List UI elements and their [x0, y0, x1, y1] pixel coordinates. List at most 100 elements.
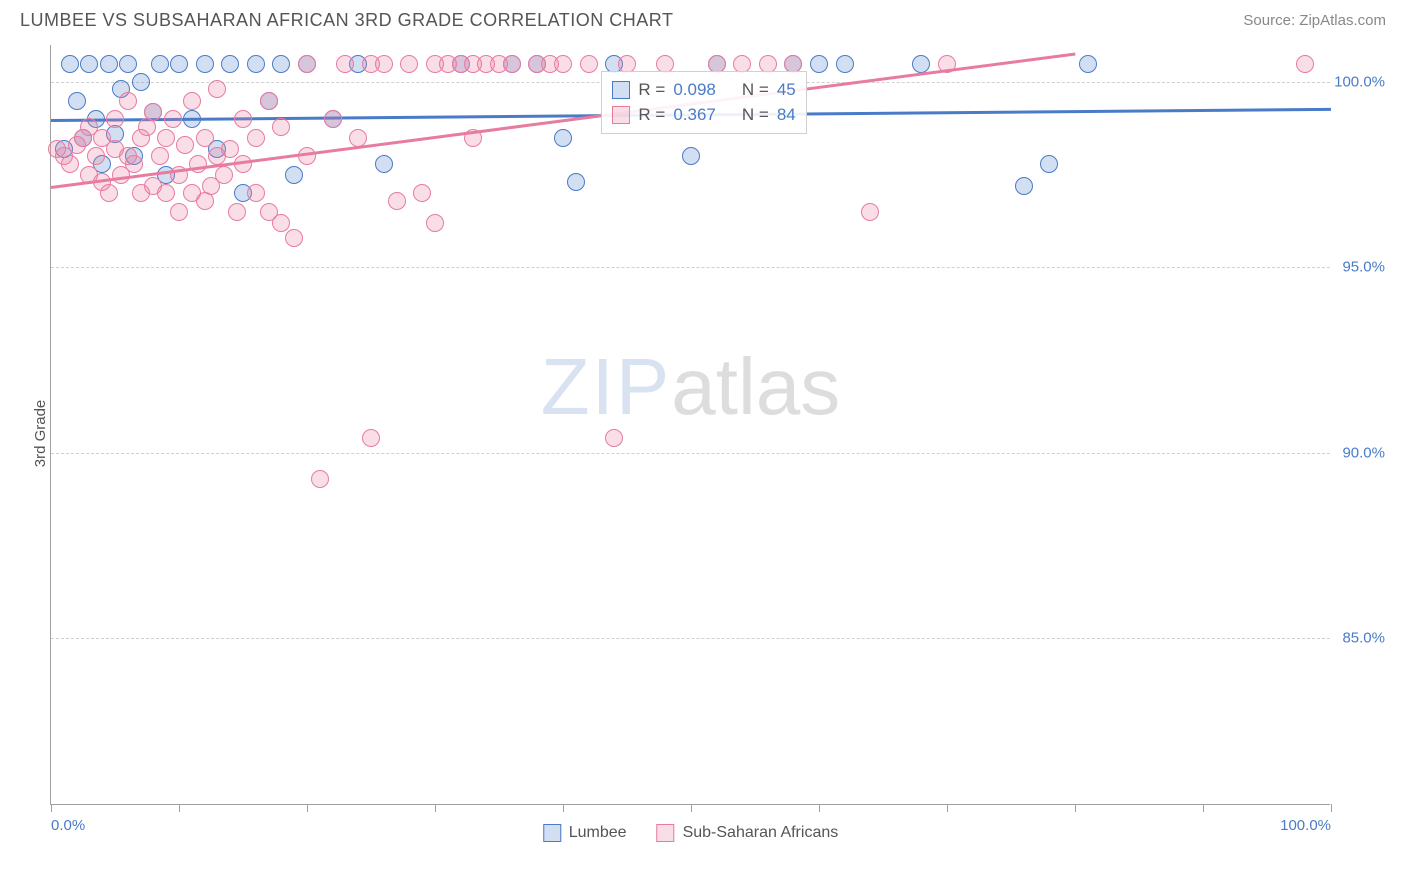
x-tick [563, 804, 564, 812]
legend-swatch [657, 824, 675, 842]
legend-swatch [543, 824, 561, 842]
watermark-zip: ZIP [541, 342, 671, 431]
scatter-point [151, 147, 169, 165]
watermark: ZIPatlas [541, 341, 840, 433]
scatter-point [580, 55, 598, 73]
n-value: 84 [777, 102, 796, 128]
x-tick [1075, 804, 1076, 812]
scatter-point [426, 214, 444, 232]
x-tick [947, 804, 948, 812]
scatter-point [157, 129, 175, 147]
scatter-point [260, 92, 278, 110]
bottom-legend: Lumbee Sub-Saharan Africans [543, 824, 838, 842]
stats-legend-row: R = 0.367 N = 84 [612, 102, 795, 128]
scatter-point [1079, 55, 1097, 73]
legend-label: Lumbee [569, 824, 627, 842]
scatter-point [119, 92, 137, 110]
scatter-point [324, 110, 342, 128]
scatter-point [413, 184, 431, 202]
scatter-point [80, 55, 98, 73]
scatter-point [87, 147, 105, 165]
legend-swatch [612, 81, 630, 99]
scatter-point [234, 110, 252, 128]
scatter-point [183, 92, 201, 110]
n-value: 45 [777, 77, 796, 103]
chart-header: LUMBEE VS SUBSAHARAN AFRICAN 3RD GRADE C… [0, 0, 1406, 31]
scatter-point [247, 184, 265, 202]
scatter-point [221, 140, 239, 158]
scatter-point [272, 55, 290, 73]
scatter-point [759, 55, 777, 73]
scatter-point [336, 55, 354, 73]
plot-area: ZIPatlas 85.0%90.0%95.0%100.0%0.0%100.0%… [50, 45, 1330, 805]
x-tick-label: 0.0% [51, 817, 85, 834]
scatter-point [784, 55, 802, 73]
scatter-point [228, 203, 246, 221]
scatter-point [400, 55, 418, 73]
scatter-point [61, 55, 79, 73]
scatter-point [1015, 177, 1033, 195]
stats-legend: R = 0.098 N = 45 R = 0.367 N = 84 [601, 71, 806, 134]
x-tick [1331, 804, 1332, 812]
scatter-point [68, 92, 86, 110]
r-label: R = [638, 77, 665, 103]
gridline [51, 638, 1330, 639]
legend-label: Sub-Saharan Africans [683, 824, 839, 842]
scatter-point [196, 129, 214, 147]
r-label: R = [638, 102, 665, 128]
scatter-point [1296, 55, 1314, 73]
y-tick-label: 95.0% [1342, 259, 1385, 276]
stats-legend-row: R = 0.098 N = 45 [612, 77, 795, 103]
x-tick [1203, 804, 1204, 812]
scatter-point [554, 129, 572, 147]
scatter-point [618, 55, 636, 73]
scatter-point [1040, 155, 1058, 173]
scatter-point [375, 55, 393, 73]
scatter-point [100, 55, 118, 73]
scatter-point [388, 192, 406, 210]
source-prefix: Source: [1243, 12, 1299, 29]
scatter-point [170, 203, 188, 221]
scatter-point [912, 55, 930, 73]
scatter-point [567, 173, 585, 191]
x-tick-label: 100.0% [1280, 817, 1331, 834]
scatter-point [247, 129, 265, 147]
scatter-point [810, 55, 828, 73]
y-tick-label: 85.0% [1342, 630, 1385, 647]
scatter-point [272, 118, 290, 136]
scatter-point [164, 110, 182, 128]
scatter-point [61, 155, 79, 173]
scatter-point [221, 55, 239, 73]
y-tick-label: 90.0% [1342, 444, 1385, 461]
x-tick [179, 804, 180, 812]
scatter-point [503, 55, 521, 73]
scatter-point [144, 103, 162, 121]
scatter-point [605, 429, 623, 447]
legend-item: Lumbee [543, 824, 627, 842]
scatter-point [157, 184, 175, 202]
x-tick [307, 804, 308, 812]
scatter-point [708, 55, 726, 73]
scatter-point [836, 55, 854, 73]
scatter-point [125, 155, 143, 173]
scatter-point [311, 470, 329, 488]
scatter-point [656, 55, 674, 73]
scatter-point [285, 166, 303, 184]
r-value: 0.367 [673, 102, 716, 128]
scatter-point [106, 110, 124, 128]
scatter-point [554, 55, 572, 73]
scatter-point [176, 136, 194, 154]
legend-swatch [612, 106, 630, 124]
scatter-point [170, 55, 188, 73]
n-label: N = [742, 102, 769, 128]
scatter-point [196, 55, 214, 73]
r-value: 0.098 [673, 77, 716, 103]
y-axis-label: 3rd Grade [32, 400, 49, 468]
source-name: ZipAtlas.com [1299, 12, 1386, 29]
scatter-point [682, 147, 700, 165]
n-label: N = [742, 77, 769, 103]
scatter-point [272, 214, 290, 232]
scatter-point [247, 55, 265, 73]
scatter-point [208, 80, 226, 98]
x-tick [819, 804, 820, 812]
